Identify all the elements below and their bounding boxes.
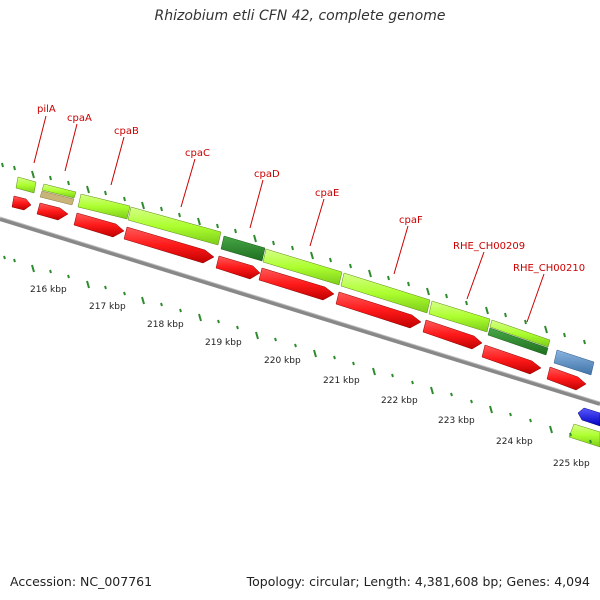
scale-label: 216 kbp bbox=[30, 285, 67, 295]
label-leaders bbox=[33, 115, 545, 323]
scale-label: 217 kbp bbox=[89, 302, 126, 312]
gene-features bbox=[15, 176, 600, 448]
scale-label: 219 kbp bbox=[205, 338, 242, 348]
scale-label: 220 kbp bbox=[264, 356, 301, 366]
accession-text: Accession: NC_007761 bbox=[10, 574, 153, 589]
scale-label: 218 kbp bbox=[147, 320, 184, 330]
scale-label: 221 kbp bbox=[323, 376, 360, 386]
gene-label: RHE_CH00209 bbox=[453, 241, 525, 252]
gene-label: cpaC bbox=[185, 148, 210, 159]
inner-ticks bbox=[3, 255, 592, 444]
cds-features bbox=[11, 195, 587, 391]
scale-label: 223 kbp bbox=[438, 416, 475, 426]
outer-ticks bbox=[1, 162, 586, 345]
scale-label: 224 kbp bbox=[496, 437, 533, 447]
scale-label: 225 kbp bbox=[553, 459, 590, 469]
gene-label: cpaB bbox=[114, 126, 139, 137]
gene-label: cpaD bbox=[254, 169, 280, 180]
genome-summary: Topology: circular; Length: 4,381,608 bp… bbox=[246, 574, 590, 589]
scale-label: 222 kbp bbox=[381, 396, 418, 406]
gene-label: cpaE bbox=[315, 188, 339, 199]
gene-label: cpaF bbox=[399, 215, 423, 226]
gene-label: pilA bbox=[37, 104, 56, 115]
map-title: Rhizobium etli CFN 42, complete genome bbox=[154, 8, 446, 24]
gene-label: cpaA bbox=[67, 113, 92, 124]
gene-label: RHE_CH00210 bbox=[513, 263, 585, 274]
scale-labels: 216 kbp 217 kbp 218 kbp 219 kbp 220 kbp … bbox=[30, 285, 590, 469]
genome-backbone bbox=[0, 217, 600, 406]
